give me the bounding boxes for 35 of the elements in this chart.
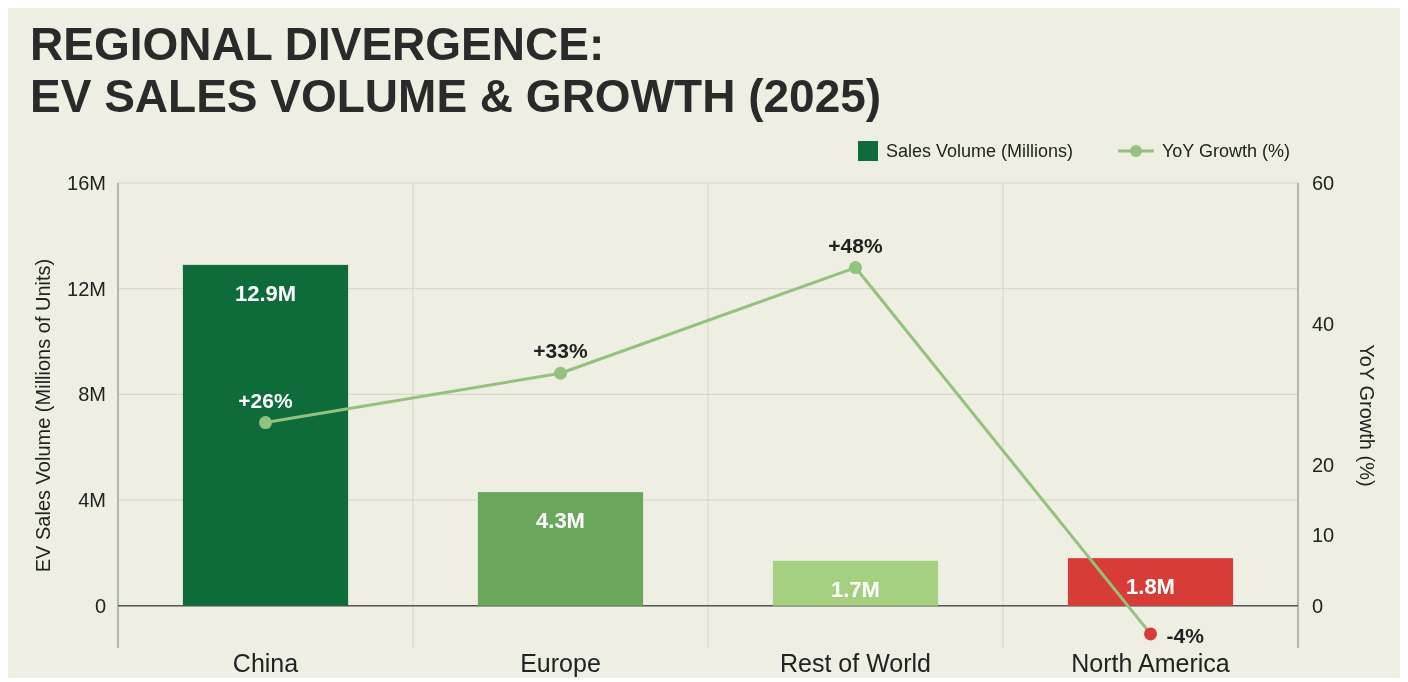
data-label: 12.9M xyxy=(234,280,297,306)
data-label: 4.3M xyxy=(536,508,585,534)
x-tick-label: China xyxy=(232,649,299,677)
point xyxy=(1144,627,1157,641)
y2-axis-title: YoY Growth (%) xyxy=(1356,344,1378,487)
point xyxy=(849,261,862,275)
legend-label: Sales Volume (Millions) xyxy=(886,141,1074,161)
bar xyxy=(182,264,349,606)
data-label: +48% xyxy=(828,233,883,257)
legend-label: YoY Growth (%) xyxy=(1162,141,1291,161)
y-axis-title: EV Sales Volume (Millions of Units) xyxy=(32,258,54,573)
y2-tick-label: 40 xyxy=(1312,312,1335,335)
bar xyxy=(772,560,939,606)
data-label: +26% xyxy=(238,388,293,412)
y2-tick-label: 20 xyxy=(1312,453,1335,476)
y2-tick-label: 60 xyxy=(1312,172,1335,194)
x-tick-label: Rest of World xyxy=(780,649,931,677)
chart-title: REGIONAL DIVERGENCE: EV SALES VOLUME & GROWTH (2025) xyxy=(30,18,882,122)
data-label: 1.8M xyxy=(1126,574,1175,600)
y2-tick-label: 0 xyxy=(1312,594,1324,617)
data-label: -4% xyxy=(1166,623,1205,647)
y-tick-label: 16M xyxy=(67,172,106,194)
x-tick-label: North America xyxy=(1071,649,1230,677)
bar xyxy=(477,492,644,606)
x-tick-label: Europe xyxy=(520,649,601,677)
point xyxy=(259,416,272,430)
y-tick-label: 4M xyxy=(78,489,106,512)
y-tick-label: 0 xyxy=(94,594,106,617)
data-label: 1.7M xyxy=(831,576,880,602)
y-tick-label: 8M xyxy=(78,383,106,406)
y-tick-label: 12M xyxy=(67,277,106,300)
y2-tick-label: 10 xyxy=(1312,524,1335,547)
point xyxy=(554,366,567,380)
data-label: +33% xyxy=(533,339,588,363)
bar xyxy=(1067,558,1234,606)
